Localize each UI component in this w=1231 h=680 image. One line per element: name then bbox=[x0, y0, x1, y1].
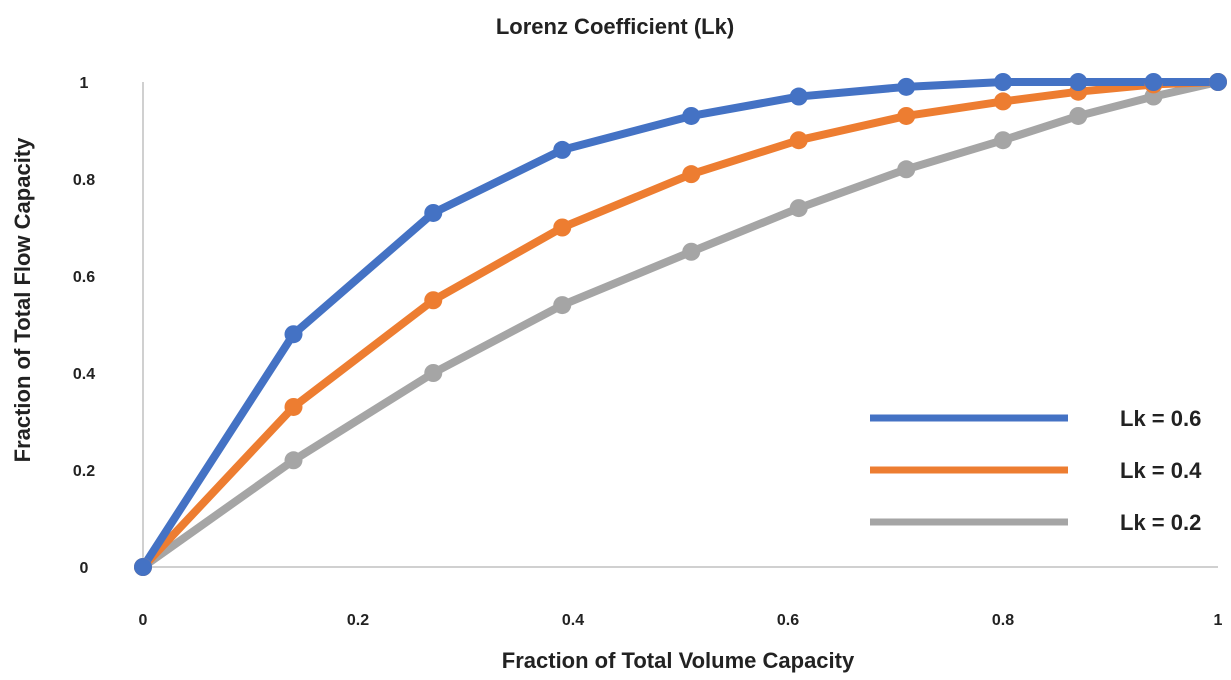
x-tick-labels: 0 0.2 0.4 0.6 0.8 1 bbox=[139, 612, 1223, 629]
data-point bbox=[1209, 73, 1227, 91]
y-tick-label: 0.6 bbox=[73, 269, 95, 286]
y-tick-labels: 0 0.2 0.4 0.6 0.8 1 bbox=[73, 75, 95, 577]
x-tick-label: 0.2 bbox=[347, 612, 369, 629]
series-lines bbox=[139, 78, 1222, 571]
x-tick-label: 0 bbox=[139, 612, 148, 629]
data-point bbox=[789, 199, 808, 218]
data-point bbox=[789, 131, 808, 150]
data-point bbox=[994, 73, 1012, 91]
series-line-0 bbox=[139, 78, 1222, 571]
data-point bbox=[994, 92, 1012, 111]
x-tick-label: 0.4 bbox=[562, 612, 584, 629]
y-axis-title: Fraction of Total Flow Capacity bbox=[10, 137, 35, 462]
x-tick-label: 0.6 bbox=[777, 612, 799, 629]
data-point bbox=[553, 140, 572, 159]
data-point bbox=[1144, 73, 1163, 91]
data-point bbox=[1069, 73, 1088, 91]
y-tick-label: 1 bbox=[80, 75, 89, 92]
data-point bbox=[897, 106, 916, 125]
data-point bbox=[789, 87, 808, 106]
data-point bbox=[424, 364, 443, 382]
y-tick-label: 0 bbox=[80, 560, 89, 577]
y-tick-label: 0.4 bbox=[73, 366, 95, 383]
y-tick-label: 0.8 bbox=[73, 172, 95, 189]
y-tick-label: 0.2 bbox=[73, 463, 95, 480]
legend: Lk = 0.6 Lk = 0.4 Lk = 0.2 bbox=[870, 406, 1202, 535]
data-point bbox=[682, 165, 701, 184]
x-tick-label: 0.8 bbox=[992, 612, 1014, 629]
axes bbox=[142, 82, 1218, 568]
data-point bbox=[424, 291, 443, 310]
data-point bbox=[682, 106, 701, 125]
data-point bbox=[284, 325, 303, 344]
data-point bbox=[994, 131, 1012, 150]
legend-label-0: Lk = 0.6 bbox=[1120, 406, 1201, 431]
data-point bbox=[553, 296, 572, 315]
data-point bbox=[134, 558, 152, 576]
legend-label-1: Lk = 0.4 bbox=[1120, 458, 1202, 483]
x-tick-label: 1 bbox=[1214, 612, 1223, 629]
x-axis-title: Fraction of Total Volume Capacity bbox=[502, 648, 855, 673]
series-points bbox=[134, 73, 1227, 576]
legend-label-2: Lk = 0.2 bbox=[1120, 510, 1201, 535]
data-point bbox=[897, 77, 916, 96]
data-point bbox=[284, 451, 303, 470]
data-point bbox=[284, 397, 303, 416]
data-point bbox=[897, 160, 916, 179]
chart-title: Lorenz Coefficient (Lk) bbox=[496, 14, 734, 39]
data-point bbox=[424, 203, 443, 222]
data-point bbox=[1069, 106, 1088, 125]
data-point bbox=[682, 242, 701, 261]
data-point bbox=[553, 218, 572, 237]
